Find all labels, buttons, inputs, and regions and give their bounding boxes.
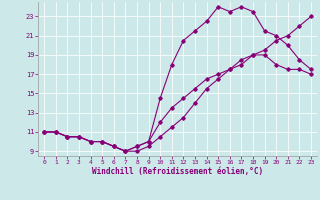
X-axis label: Windchill (Refroidissement éolien,°C): Windchill (Refroidissement éolien,°C) bbox=[92, 167, 263, 176]
